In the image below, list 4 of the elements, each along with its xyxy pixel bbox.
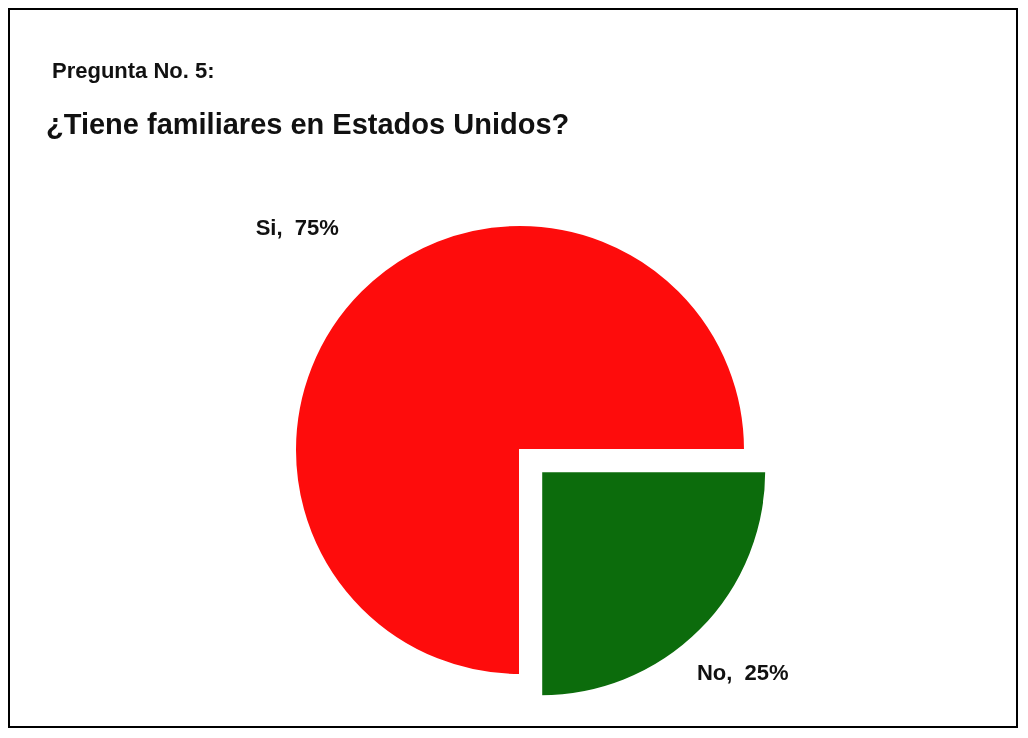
chart-subtitle: ¿Tiene familiares en Estados Unidos?: [46, 108, 570, 141]
chart-title: Pregunta No. 5:: [52, 58, 215, 84]
slice-label: No, 25%: [696, 660, 789, 686]
slice-label: Si, 75%: [255, 214, 339, 240]
